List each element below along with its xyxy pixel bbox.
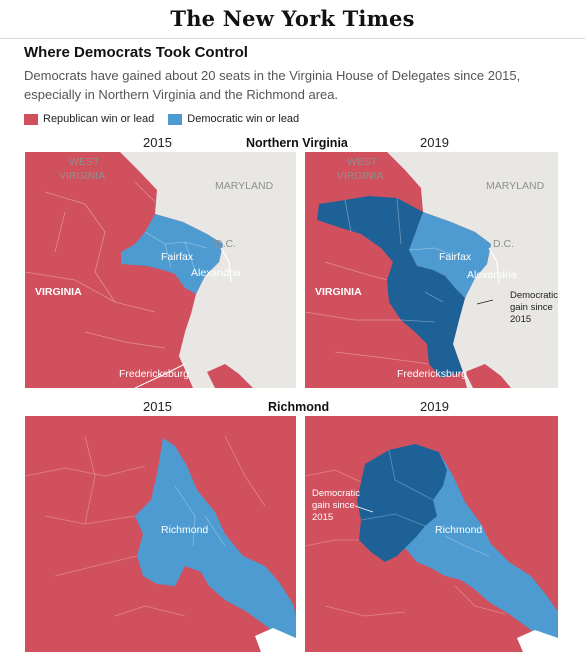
- annotation-line-2: gain since: [510, 302, 553, 313]
- northern-year-2019: 2019: [420, 135, 449, 150]
- richmond-heading: Richmond: [268, 400, 330, 414]
- legend-label-democratic: Democratic win or lead: [187, 113, 300, 125]
- annotation-leader-line: [476, 299, 494, 305]
- map-northern-virginia-2019[interactable]: WEST VIRGINIA MARYLAND D.C. VIRGINIA Fai…: [305, 152, 558, 388]
- annotation-line-3: 2015: [312, 512, 333, 523]
- label-alexandria: Alexandria: [467, 269, 517, 281]
- map-richmond-2015[interactable]: Richmond: [25, 416, 296, 652]
- legend-item-democratic: Democratic win or lead: [168, 113, 299, 125]
- label-alexandria: Alexandria: [191, 267, 241, 279]
- annotation-leader-line: [354, 505, 374, 513]
- legend-swatch-democratic: [168, 113, 183, 125]
- masthead-logo[interactable]: The New York Times: [170, 6, 415, 31]
- legend-item-republican: Republican win or lead: [24, 113, 154, 125]
- water-area: [517, 630, 558, 652]
- label-dc: D.C.: [493, 238, 514, 250]
- legend-swatch-republican: [24, 113, 38, 125]
- democratic-gain-area: [317, 196, 465, 378]
- label-fairfax: Fairfax: [439, 251, 472, 263]
- water-area: [255, 628, 296, 652]
- label-dc: D.C.: [215, 238, 236, 250]
- democratic-area: [397, 444, 558, 652]
- map-northern-virginia-2015[interactable]: WEST VIRGINIA MARYLAND D.C. VIRGINIA Fai…: [25, 152, 296, 388]
- democratic-area: [135, 438, 296, 652]
- label-west-virginia: VIRGINIA: [337, 170, 383, 182]
- label-west: WEST: [347, 156, 378, 168]
- label-virginia: VIRGINIA: [35, 286, 82, 298]
- header-divider: [0, 38, 585, 39]
- annotation-line-1: Democratic: [510, 290, 558, 301]
- legend: Republican win or lead Democratic win or…: [24, 113, 313, 125]
- republican-area-maryland-shore: [207, 364, 253, 388]
- graphic-title: Where Democrats Took Control: [24, 44, 248, 61]
- graphic-subtitle: Democrats have gained about 20 seats in …: [24, 68, 521, 102]
- label-fredericksburg: Fredericksburg: [119, 368, 189, 380]
- annotation-line-2: gain since: [312, 500, 355, 511]
- label-maryland: MARYLAND: [215, 180, 274, 192]
- republican-area-maryland-shore: [465, 364, 511, 388]
- label-fairfax: Fairfax: [161, 251, 194, 263]
- district-borders: [305, 449, 506, 617]
- district-borders: [25, 181, 208, 349]
- river-line: [134, 363, 186, 388]
- richmond-year-2019: 2019: [420, 399, 449, 414]
- annotation-line-3: 2015: [510, 314, 531, 325]
- republican-area: [25, 152, 223, 388]
- map-richmond-2019[interactable]: Richmond Democratic gain since 2015: [305, 416, 558, 652]
- richmond-year-2015: 2015: [143, 399, 172, 414]
- potomac-river: [220, 247, 232, 283]
- democratic-area: [121, 214, 223, 294]
- democratic-gain-area: [357, 444, 447, 562]
- label-richmond: Richmond: [435, 524, 482, 536]
- legend-label-republican: Republican win or lead: [43, 113, 155, 125]
- label-virginia: VIRGINIA: [315, 286, 362, 298]
- northern-year-2015: 2015: [143, 135, 172, 150]
- annotation-line-1: Democratic: [312, 488, 360, 499]
- district-borders: [25, 435, 266, 617]
- label-west: WEST: [69, 156, 100, 168]
- district-borders: [305, 197, 456, 365]
- label-maryland: MARYLAND: [486, 180, 545, 192]
- northern-virginia-heading: Northern Virginia: [246, 136, 348, 150]
- label-west-virginia: VIRGINIA: [59, 170, 105, 182]
- label-fredericksburg: Fredericksburg: [397, 368, 467, 380]
- label-richmond: Richmond: [161, 524, 208, 536]
- democratic-area: [409, 212, 491, 298]
- potomac-river: [488, 247, 500, 285]
